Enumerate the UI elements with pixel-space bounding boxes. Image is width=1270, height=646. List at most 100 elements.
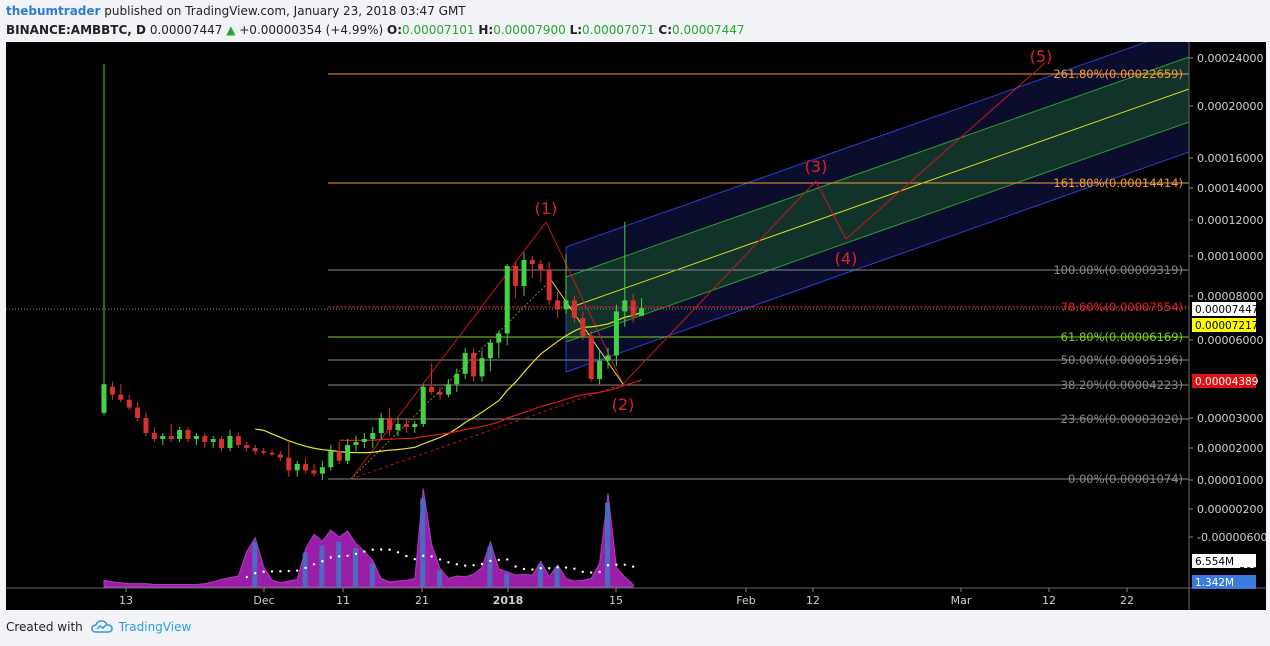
channel-outer-band: [566, 42, 1189, 372]
candle-body: [328, 451, 334, 468]
candle-body: [454, 373, 460, 385]
price-label-box: [1192, 575, 1256, 589]
x-tick-label: Mar: [951, 594, 972, 607]
candle-body: [555, 300, 561, 310]
volume-ma-dot: [506, 558, 509, 561]
candle-body: [361, 439, 367, 442]
publish-line: thebumtrader published on TradingView.co…: [6, 4, 466, 18]
ma-red: [339, 379, 642, 442]
volume-ma-dot: [539, 566, 542, 570]
volume-ma-dot: [556, 566, 559, 569]
fib-level-label: 261.80%(0.00022659): [1053, 67, 1183, 81]
x-tick-label: 11: [336, 594, 350, 607]
y-tick-label: 0.00010000: [1197, 250, 1263, 263]
wave-segment: [350, 221, 547, 480]
y-tick-label: 0.00024000: [1197, 52, 1263, 65]
volume-ma-dot: [329, 556, 332, 559]
candle-body: [571, 300, 577, 318]
candle-body: [605, 355, 611, 361]
wave-label: (5): [1030, 47, 1053, 66]
wave-2-leg: [550, 279, 624, 385]
volume-ma-dot: [380, 548, 383, 551]
candle-body: [496, 333, 502, 343]
candle-body: [135, 407, 141, 418]
price-change: +0.00000354 (+4.99%): [239, 23, 384, 37]
candle-body: [303, 464, 309, 471]
volume-bar: [605, 502, 610, 587]
candle-body: [580, 318, 586, 336]
candle-body: [622, 300, 628, 312]
candle-body: [177, 430, 183, 439]
y-tick-label: 0.00012000: [1197, 214, 1263, 227]
x-tick-label: 22: [1120, 594, 1134, 607]
volume-ma-dot: [489, 559, 492, 563]
chart-frame[interactable]: 261.80%(0.00022659) 161.80%(0.00014414) 10…: [6, 42, 1266, 610]
candle-body: [429, 386, 435, 392]
close-value: 0.00007447: [672, 23, 745, 37]
volume-ma-dot: [472, 564, 475, 567]
volume-ma-dot: [623, 563, 626, 567]
volume-bar: [437, 570, 442, 587]
volume-ma-dot: [422, 554, 425, 557]
price-label-text: 0.00007447: [1195, 304, 1258, 316]
y-tick-label: 0.00014000: [1197, 182, 1263, 195]
volume-ma-dot: [598, 570, 601, 574]
channel-line-3: [565, 121, 1190, 343]
y-tick-label: 0.00003000: [1197, 412, 1263, 425]
fib-level-label: 78.60%(0.00007554): [1061, 300, 1183, 314]
volume-ma-dot: [279, 570, 282, 573]
candle-body: [420, 386, 426, 424]
volume-ma-dot: [522, 567, 526, 571]
tradingview-brand[interactable]: TradingView: [118, 620, 192, 634]
volume-ma-dot: [262, 570, 265, 573]
fib-level-label: 61.80%(0.00006169): [1061, 330, 1183, 344]
volume-bar: [336, 541, 342, 587]
volume-ma-dot: [531, 568, 534, 571]
volume-ma-dot: [413, 557, 416, 561]
candle-body: [521, 260, 527, 286]
volume-ma-dot: [590, 571, 593, 574]
candle-body: [613, 311, 619, 356]
volume-ma-dot: [573, 567, 576, 570]
volume-outline: [103, 488, 634, 588]
candle-body: [471, 353, 477, 377]
volume-area: [104, 488, 634, 587]
price-label-box: [1192, 318, 1256, 332]
fib-level-label: 0.00%(0.00001074): [1068, 472, 1183, 486]
price-chart[interactable]: 261.80%(0.00022659) 161.80%(0.00014414) 10…: [6, 42, 1266, 610]
volume-ma-dot: [270, 570, 274, 573]
volume-ma-dot: [405, 554, 408, 558]
candle-body: [109, 386, 115, 395]
candle-body: [395, 424, 401, 430]
volume-ma-dot: [287, 569, 290, 573]
candle-body: [235, 436, 241, 445]
candle-body: [252, 448, 258, 452]
volume-ma-dot: [296, 569, 299, 572]
volume-bar: [420, 498, 426, 587]
ohlc-line: BINANCE:AMBBTC, D 0.00007447 ▲ +0.000003…: [6, 23, 745, 37]
candle-body: [143, 418, 149, 433]
candle-body: [210, 439, 216, 442]
publish-info: published on TradingView.com, January 23…: [100, 4, 466, 18]
close-label: C:: [658, 23, 672, 37]
volume-ma-dot: [312, 563, 316, 566]
candle-body: [487, 342, 493, 359]
candle-body: [319, 467, 325, 474]
price-label-box: [1192, 554, 1256, 568]
volume-ma-dot: [338, 555, 341, 558]
x-tick-label: Dec: [253, 594, 274, 607]
y-tick-label: 0.00008000: [1197, 290, 1263, 303]
tradingview-logo[interactable]: TradingView: [91, 620, 192, 634]
candle-body: [193, 436, 199, 439]
candle-body: [286, 457, 292, 471]
candle-body: [597, 360, 603, 379]
price-label-text: 6.554M: [1195, 556, 1234, 568]
candle-body: [168, 436, 174, 439]
author-link[interactable]: thebumtrader: [6, 4, 101, 18]
volume-bar: [537, 564, 543, 587]
price-label-text: 0.00004389: [1195, 376, 1258, 388]
volume-bar: [319, 545, 325, 587]
volume-ma-dot: [430, 555, 433, 558]
candle-body: [563, 300, 569, 310]
candle-body: [588, 335, 594, 379]
